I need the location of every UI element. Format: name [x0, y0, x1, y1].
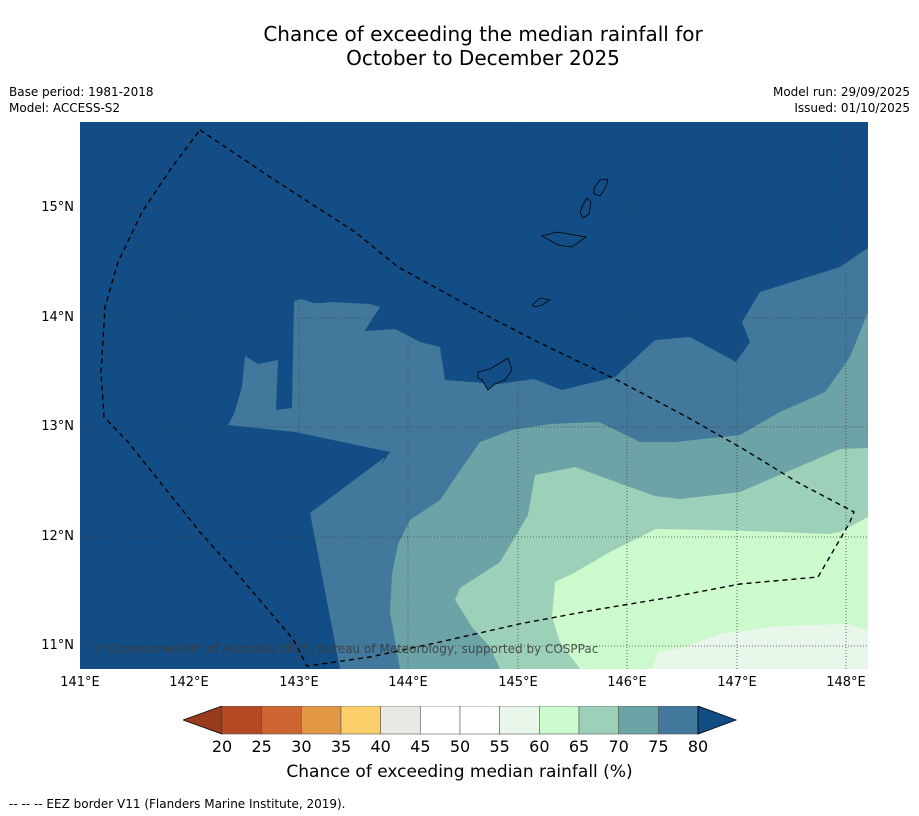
- issued-text: Issued: 01/10/2025: [794, 101, 910, 115]
- colorbar-tick-label: 80: [687, 737, 709, 756]
- lon-label-146e: 146°E: [607, 675, 647, 690]
- meta-right: Model run: 29/09/2025 Issued: 01/10/2025: [773, 84, 910, 116]
- lon-label-143e: 143°E: [279, 675, 319, 690]
- eez-border: [100, 129, 855, 667]
- lon-label-145e: 145°E: [498, 675, 538, 690]
- map-gridlines: [80, 122, 868, 669]
- colorbar-segment: [578, 706, 619, 735]
- colorbar-tick-label: 55: [489, 737, 510, 756]
- model-run-text: Model run: 29/09/2025: [772, 85, 910, 99]
- colorbar-segment: [618, 706, 659, 735]
- colorbar-tick-label: 25: [251, 737, 272, 756]
- island-north: [593, 178, 609, 197]
- colorbar-segment: [499, 706, 540, 735]
- lat-label-15n: 15°N: [41, 200, 74, 215]
- colorbar-segment: [420, 706, 461, 735]
- lon-label-142e: 142°E: [169, 675, 209, 690]
- model-text: Model: ACCESS-S2: [9, 101, 121, 115]
- copyright-text: © Commonwealth of Australia 2025, Bureau…: [93, 642, 599, 656]
- colorbar-tick-label: 35: [330, 737, 352, 756]
- colorbar-tick-label: 40: [370, 737, 391, 756]
- lat-label-13n: 13°N: [41, 419, 74, 434]
- colorbar-segment: [658, 706, 699, 735]
- title-line-1: Chance of exceeding the median rainfall …: [263, 22, 703, 46]
- lon-label-148e: 148°E: [826, 675, 866, 690]
- map-svg: [80, 122, 868, 669]
- eez-legend: -- -- -- EEZ border V11 (Flanders Marine…: [9, 797, 346, 811]
- meta-left: Base period: 1981-2018 Model: ACCESS-S2: [9, 84, 154, 116]
- colorbar-tick-label: 45: [410, 737, 431, 756]
- lat-label-11n: 11°N: [41, 638, 74, 653]
- colorbar-tick-label: 30: [291, 737, 312, 756]
- lat-label-14n: 14°N: [41, 310, 74, 325]
- colorbar-segment: [340, 706, 381, 735]
- title-line-2: October to December 2025: [346, 46, 620, 70]
- colorbar-tick-label: 60: [529, 737, 550, 756]
- chart-title: Chance of exceeding the median rainfall …: [0, 22, 919, 70]
- colorbar-segment: [221, 706, 262, 735]
- zone-45-50: [652, 624, 868, 669]
- lat-label-12n: 12°N: [41, 529, 74, 544]
- colorbar-extend-high: [697, 706, 738, 735]
- colorbar-tick-label: 70: [608, 737, 629, 756]
- colorbar-tick-label: 75: [648, 737, 669, 756]
- island-rota: [531, 297, 552, 308]
- lon-label-147e: 147°E: [717, 675, 757, 690]
- colorbar-segments: [221, 706, 699, 735]
- colorbar-tick-label: 20: [211, 737, 233, 756]
- colorbar-tick-label: 50: [449, 737, 471, 756]
- colorbar-segment: [301, 706, 342, 735]
- colorbar-label: Chance of exceeding median rainfall (%): [286, 762, 633, 782]
- colorbar-segment: [380, 706, 421, 735]
- rainfall-map: [80, 122, 868, 669]
- island-guam: [477, 357, 513, 391]
- colorbar-tick-label: 65: [568, 737, 590, 756]
- base-period-text: Base period: 1981-2018: [9, 85, 154, 99]
- colorbar-segment: [459, 706, 500, 735]
- colorbar-extend-low: [183, 706, 223, 735]
- colorbar: [183, 706, 738, 735]
- lon-label-144e: 144°E: [388, 675, 428, 690]
- colorbar-segment: [261, 706, 302, 735]
- islands: [477, 178, 609, 391]
- colorbar-segment: [539, 706, 580, 735]
- lon-label-141e: 141°E: [60, 675, 100, 690]
- island-tinian: [540, 231, 588, 248]
- island-saipan: [579, 197, 592, 219]
